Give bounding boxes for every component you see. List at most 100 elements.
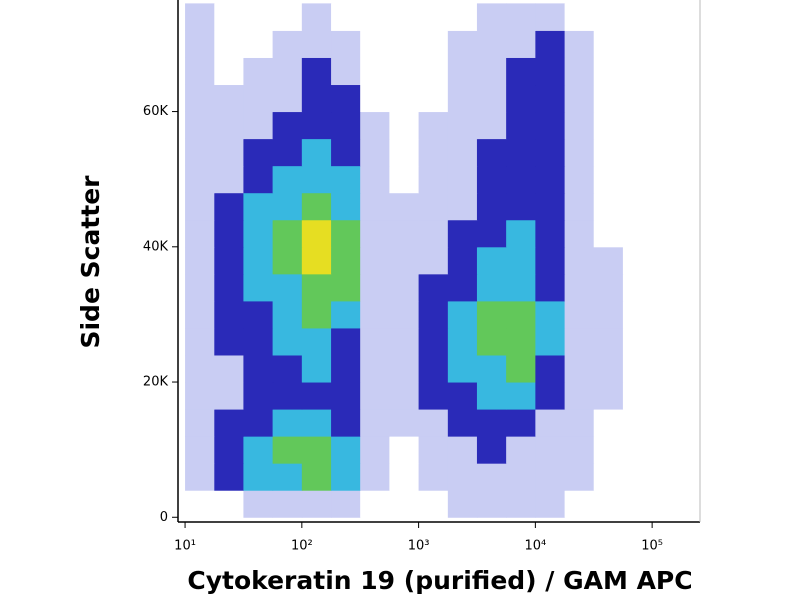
density-cell <box>593 219 624 248</box>
density-cell <box>652 30 682 58</box>
density-cell <box>418 409 449 437</box>
density-cell <box>272 111 303 140</box>
density-cell <box>301 165 332 194</box>
density-cell <box>243 246 274 275</box>
density-cell <box>622 436 653 464</box>
density-cell <box>593 273 624 302</box>
density-cell <box>652 165 682 194</box>
density-cell <box>476 3 507 31</box>
density-cell <box>506 490 536 518</box>
density-cell <box>214 490 244 518</box>
density-cell <box>418 3 449 31</box>
density-cell <box>243 57 274 86</box>
density-cell <box>447 436 478 464</box>
density-cell <box>331 327 361 356</box>
density-cell <box>389 300 420 329</box>
density-cell <box>185 84 215 113</box>
density-cell <box>389 219 420 248</box>
density-cell <box>214 57 244 86</box>
density-cell <box>360 30 390 58</box>
density-cell <box>243 327 274 356</box>
density-cell <box>652 327 682 356</box>
density-cell <box>476 463 507 491</box>
density-cell <box>535 138 566 167</box>
density-cell <box>652 138 682 167</box>
density-cell <box>360 463 390 491</box>
density-cell <box>447 354 478 383</box>
density-cell <box>389 273 420 302</box>
density-cell <box>301 192 332 221</box>
density-cell <box>476 273 507 302</box>
density-cell <box>272 382 303 410</box>
density-cell <box>214 436 244 464</box>
density-cell <box>418 436 449 464</box>
density-cell <box>535 3 566 31</box>
density-cell <box>389 246 420 275</box>
density-cell <box>622 111 653 140</box>
density-cell <box>185 192 215 221</box>
density-cell <box>476 84 507 113</box>
density-cell <box>535 436 566 464</box>
density-cell <box>360 382 390 410</box>
density-cell <box>418 57 449 86</box>
density-cell <box>272 57 303 86</box>
density-cell <box>185 490 215 518</box>
density-cell <box>301 30 332 58</box>
density-cell <box>506 165 536 194</box>
density-cell <box>535 111 566 140</box>
density-cell <box>185 382 215 410</box>
density-cell <box>564 327 595 356</box>
density-cell <box>652 300 682 329</box>
density-cell <box>301 84 332 113</box>
density-cell <box>593 382 624 410</box>
density-cell <box>652 490 682 518</box>
density-cell <box>506 84 536 113</box>
density-cell <box>185 3 215 31</box>
density-cell <box>476 327 507 356</box>
density-cell <box>593 490 624 518</box>
density-cell <box>476 382 507 410</box>
density-cell <box>622 300 653 329</box>
density-cell <box>593 327 624 356</box>
density-cell <box>272 246 303 275</box>
density-cell <box>214 463 244 491</box>
density-cell <box>447 192 478 221</box>
density-cell <box>593 57 624 86</box>
density-cell <box>301 57 332 86</box>
density-cell <box>301 382 332 410</box>
density-cell <box>418 354 449 383</box>
density-cell <box>447 30 478 58</box>
density-cell <box>185 111 215 140</box>
density-cell <box>331 84 361 113</box>
density-cell <box>652 246 682 275</box>
density-cell <box>652 409 682 437</box>
density-cell <box>272 354 303 383</box>
density-cell <box>535 273 566 302</box>
density-cell <box>243 84 274 113</box>
density-cell <box>301 490 332 518</box>
density-cell <box>331 246 361 275</box>
density-cell <box>418 300 449 329</box>
density-cell <box>506 219 536 248</box>
density-cell <box>360 490 390 518</box>
density-cell <box>214 165 244 194</box>
density-cell <box>360 409 390 437</box>
density-cell <box>622 165 653 194</box>
density-cell <box>447 3 478 31</box>
density-cell <box>331 354 361 383</box>
density-cell <box>418 30 449 58</box>
density-cell <box>476 219 507 248</box>
density-cell <box>418 273 449 302</box>
density-cell <box>243 3 274 31</box>
density-cell <box>389 165 420 194</box>
density-cell <box>272 490 303 518</box>
density-cell <box>476 111 507 140</box>
density-cell <box>331 138 361 167</box>
density-cell <box>593 246 624 275</box>
density-cell <box>622 409 653 437</box>
density-cell <box>593 436 624 464</box>
density-cell <box>243 490 274 518</box>
density-cell <box>622 273 653 302</box>
